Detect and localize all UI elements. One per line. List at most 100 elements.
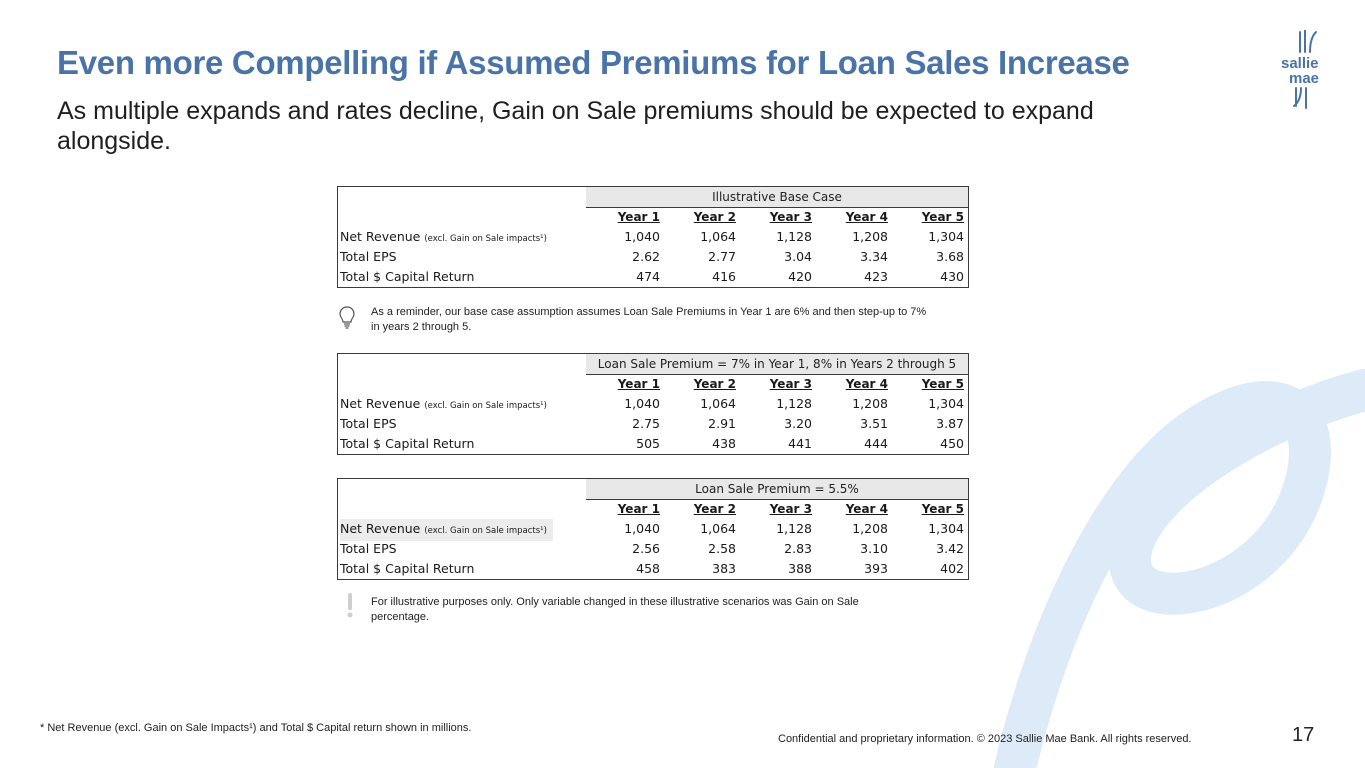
table-cell: 402	[940, 561, 964, 576]
illustrative-note: For illustrative purposes only. Only var…	[371, 596, 859, 623]
table-cell: 393	[864, 561, 888, 576]
year-header: Year 1	[617, 377, 660, 391]
row-label-text: Net Revenue	[340, 229, 421, 244]
year-header: Year 5	[921, 377, 964, 391]
table-row: Total $ Capital Return 458 383 388 393 4…	[338, 559, 968, 579]
table-cell: 505	[636, 436, 660, 451]
year-header: Year 5	[921, 210, 964, 224]
table-cell: 2.62	[632, 249, 660, 264]
year-header: Year 4	[845, 210, 888, 224]
table-cell: 1,064	[700, 521, 736, 536]
table-row: Total EPS 2.56 2.58 2.83 3.10 3.42	[338, 539, 968, 559]
premium-5-5-table: Loan Sale Premium = 5.5% Year 1 Year 2 Y…	[337, 478, 969, 580]
table-cell: 438	[712, 436, 736, 451]
logo-line-1: sallie	[1281, 55, 1319, 72]
table-cell: 423	[864, 269, 888, 284]
table-cell: 3.51	[860, 416, 888, 431]
year-header: Year 5	[921, 502, 964, 516]
table-cell: 1,040	[624, 229, 660, 244]
sallie-mae-logo-icon	[1293, 30, 1317, 109]
table-cell: 441	[788, 436, 812, 451]
table-cell: 3.68	[936, 249, 964, 264]
table-cell: 1,304	[928, 521, 964, 536]
year-header: Year 2	[693, 377, 736, 391]
row-label: Net Revenue (excl. Gain on Sale impacts¹…	[340, 394, 547, 416]
table-row: Net Revenue (excl. Gain on Sale impacts¹…	[338, 394, 968, 414]
row-label-sub: (excl. Gain on Sale impacts¹)	[424, 401, 547, 411]
footnote: * Net Revenue (excl. Gain on Sale Impact…	[40, 722, 472, 734]
table-cell: 3.87	[936, 416, 964, 431]
table-cell: 444	[864, 436, 888, 451]
year-header: Year 2	[693, 210, 736, 224]
row-label: Total $ Capital Return	[340, 436, 475, 451]
row-label-sub: (excl. Gain on Sale impacts¹)	[424, 234, 547, 244]
table-cell: 1,208	[852, 229, 888, 244]
table-cell: 430	[940, 269, 964, 284]
table-row: Net Revenue (excl. Gain on Sale impacts¹…	[338, 519, 968, 541]
table-cell: 2.75	[632, 416, 660, 431]
row-label-sub: (excl. Gain on Sale impacts¹)	[424, 526, 547, 536]
confidential-notice: Confidential and proprietary information…	[778, 733, 1192, 745]
year-header-row: Year 1 Year 2 Year 3 Year 4 Year 5	[338, 374, 968, 394]
year-header: Year 3	[769, 502, 812, 516]
row-label: Total EPS	[340, 249, 397, 264]
table-cell: 1,304	[928, 229, 964, 244]
table-row: Total EPS 2.75 2.91 3.20 3.51 3.87	[338, 414, 968, 434]
table-cell: 2.83	[784, 541, 812, 556]
table-cell: 1,064	[700, 396, 736, 411]
year-header-row: Year 1 Year 2 Year 3 Year 4 Year 5	[338, 499, 968, 519]
exclamation-icon	[347, 593, 353, 618]
page-number: 17	[1292, 724, 1315, 746]
logo-line-2: mae	[1289, 70, 1320, 87]
table-cell: 2.56	[632, 541, 660, 556]
table-header-band: Loan Sale Premium = 5.5%	[586, 479, 968, 500]
table-cell: 416	[712, 269, 736, 284]
year-header: Year 4	[845, 377, 888, 391]
table-cell: 1,040	[624, 396, 660, 411]
table-cell: 1,040	[624, 521, 660, 536]
table-cell: 388	[788, 561, 812, 576]
row-label: Total EPS	[340, 416, 397, 431]
base-case-table: Illustrative Base Case Year 1 Year 2 Yea…	[337, 186, 969, 288]
year-header-row: Year 1 Year 2 Year 3 Year 4 Year 5	[338, 207, 968, 227]
table-cell: 3.20	[784, 416, 812, 431]
table-header-band: Illustrative Base Case	[586, 187, 968, 208]
page-title: Even more Compelling if Assumed Premiums…	[57, 44, 1130, 81]
table-row: Net Revenue (excl. Gain on Sale impacts¹…	[338, 227, 968, 247]
table-cell: 2.58	[708, 541, 736, 556]
logo-wordmark: sallie mae	[1281, 56, 1319, 86]
table-cell: 450	[940, 436, 964, 451]
row-label: Total $ Capital Return	[340, 269, 475, 284]
year-header: Year 3	[769, 377, 812, 391]
table-row: Total EPS 2.62 2.77 3.04 3.34 3.68	[338, 247, 968, 267]
table-cell: 3.34	[860, 249, 888, 264]
table-row: Total $ Capital Return 505 438 441 444 4…	[338, 434, 968, 454]
table-cell: 1,304	[928, 396, 964, 411]
table-cell: 420	[788, 269, 812, 284]
table-cell: 474	[636, 269, 660, 284]
year-header: Year 1	[617, 502, 660, 516]
table-cell: 3.04	[784, 249, 812, 264]
year-header: Year 4	[845, 502, 888, 516]
table-cell: 1,128	[776, 521, 812, 536]
table-cell: 1,208	[852, 396, 888, 411]
table-cell: 458	[636, 561, 660, 576]
table-cell: 1,064	[700, 229, 736, 244]
row-label: Total EPS	[340, 541, 397, 556]
row-label-text: Net Revenue	[340, 521, 421, 536]
reminder-note: As a reminder, our base case assumption …	[371, 306, 927, 333]
year-header: Year 2	[693, 502, 736, 516]
table-cell: 3.10	[860, 541, 888, 556]
table-row: Total $ Capital Return 474 416 420 423 4…	[338, 267, 968, 287]
page-subtitle: As multiple expands and rates decline, G…	[57, 97, 1094, 155]
table-cell: 1,208	[852, 521, 888, 536]
year-header: Year 1	[617, 210, 660, 224]
table-cell: 1,128	[776, 229, 812, 244]
row-label: Net Revenue (excl. Gain on Sale impacts¹…	[340, 227, 547, 249]
table-cell: 1,128	[776, 396, 812, 411]
table-header-band: Loan Sale Premium = 7% in Year 1, 8% in …	[586, 354, 968, 375]
row-label-text: Net Revenue	[340, 396, 421, 411]
row-label: Total $ Capital Return	[340, 561, 475, 576]
table-cell: 2.77	[708, 249, 736, 264]
